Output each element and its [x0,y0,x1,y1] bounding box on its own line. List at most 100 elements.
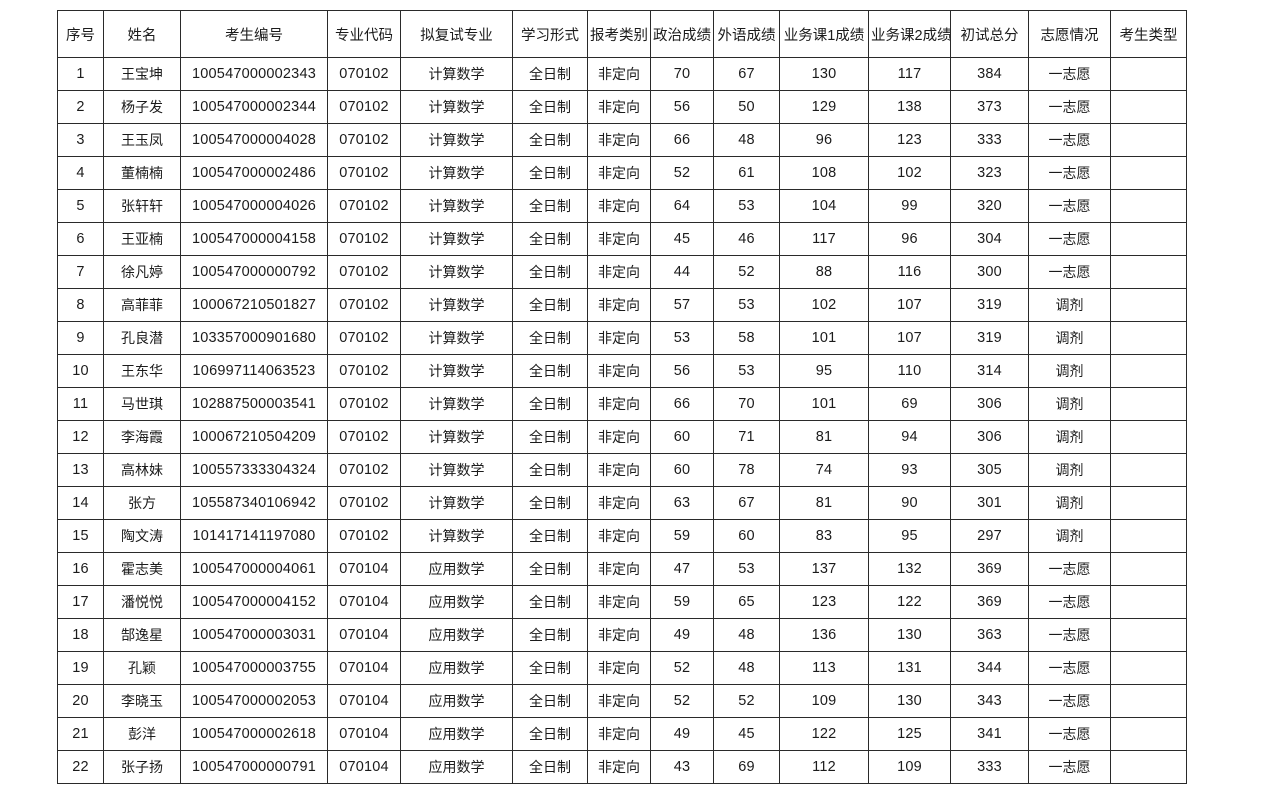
table-cell: 非定向 [587,717,651,751]
table-cell: 计算数学 [400,420,513,454]
table-cell: 全日制 [512,519,588,553]
table-cell: 070102 [327,123,401,157]
table-cell: 48 [713,651,780,685]
table-cell: 113 [779,651,869,685]
table-cell: 非定向 [587,255,651,289]
table-cell: 60 [650,420,714,454]
table-cell: 58 [713,321,780,355]
table-cell: 070104 [327,717,401,751]
table-cell: 应用数学 [400,684,513,718]
table-cell: 102887500003541 [180,387,328,421]
table-row: 7 徐凡婷 100547000000792 070102 计算数学 全日制 非定向 44 52 8… [57,255,1187,289]
table-cell: 70 [650,57,714,91]
table-cell: 一志愿 [1028,651,1111,685]
table-cell: 全日制 [512,618,588,652]
table-cell [1110,189,1187,223]
table-cell: 一志愿 [1028,90,1111,124]
table-cell: 117 [779,222,869,256]
table-cell: 59 [650,585,714,619]
table-cell [1110,123,1187,157]
table-row: 20 李晓玉 100547000002053 070104 应用数学 全日制 非定向 52 52… [57,684,1187,718]
table-cell: 20 [57,684,104,718]
table-cell: 5 [57,189,104,223]
table-cell: 96 [868,222,951,256]
table-row: 19 孔颖 100547000003755 070104 应用数学 全日制 非定向 52 48 1… [57,651,1187,685]
table-cell: 李晓玉 [103,684,181,718]
table-cell: 61 [713,156,780,190]
table-cell: 100547000003031 [180,618,328,652]
table-cell: 67 [713,486,780,520]
table-cell: 130 [779,57,869,91]
table-cell: 1 [57,57,104,91]
table-cell: 孔良潜 [103,321,181,355]
table-cell: 非定向 [587,651,651,685]
table-cell: 21 [57,717,104,751]
table-cell: 全日制 [512,651,588,685]
col-header-candidate-type: 考生类型 [1110,10,1187,58]
table-cell [1110,387,1187,421]
table-cell: 105587340106942 [180,486,328,520]
table-cell: 非定向 [587,387,651,421]
table-cell: 全日制 [512,156,588,190]
table-cell: 56 [650,90,714,124]
table-cell: 计算数学 [400,123,513,157]
table-cell: 孔颖 [103,651,181,685]
table-cell: 070104 [327,651,401,685]
table-cell: 一志愿 [1028,717,1111,751]
table-cell: 一志愿 [1028,585,1111,619]
col-header-foreign-language-score: 外语成绩 [713,10,780,58]
table-cell: 全日制 [512,222,588,256]
table-cell: 全日制 [512,255,588,289]
col-header-retest-major: 拟复试专业 [400,10,513,58]
table-cell: 070104 [327,684,401,718]
table-cell: 一志愿 [1028,189,1111,223]
table-row: 1 王宝坤 100547000002343 070102 计算数学 全日制 非定向 70 67 1… [57,57,1187,91]
table-cell: 109 [779,684,869,718]
table-cell: 131 [868,651,951,685]
table-cell: 343 [950,684,1029,718]
table-cell: 22 [57,750,104,784]
table-cell: 一志愿 [1028,618,1111,652]
table-cell: 全日制 [512,717,588,751]
table-cell: 138 [868,90,951,124]
table-cell: 徐凡婷 [103,255,181,289]
table-cell: 调剂 [1028,519,1111,553]
table-cell: 53 [650,321,714,355]
table-cell: 14 [57,486,104,520]
table-cell: 17 [57,585,104,619]
table-cell: 100547000000792 [180,255,328,289]
table-cell: 74 [779,453,869,487]
table-cell [1110,750,1187,784]
table-cell: 全日制 [512,387,588,421]
table-cell: 63 [650,486,714,520]
table-cell: 计算数学 [400,57,513,91]
table-cell: 张子扬 [103,750,181,784]
table-row: 2 杨子发 100547000002344 070102 计算数学 全日制 非定向 56 50 1… [57,90,1187,124]
table-cell: 110 [868,354,951,388]
table-cell: 333 [950,123,1029,157]
table-cell: 一志愿 [1028,552,1111,586]
table-cell: 100547000004061 [180,552,328,586]
table-cell: 郜逸星 [103,618,181,652]
table-cell: 070102 [327,387,401,421]
table-cell: 136 [779,618,869,652]
table-cell: 计算数学 [400,387,513,421]
table-row: 16 霍志美 100547000004061 070104 应用数学 全日制 非定向 47 53… [57,552,1187,586]
table-cell: 117 [868,57,951,91]
table-cell: 70 [713,387,780,421]
table-cell: 070104 [327,750,401,784]
table-cell: 6 [57,222,104,256]
table-cell: 100547000003755 [180,651,328,685]
table-cell: 陶文涛 [103,519,181,553]
col-header-politics-score: 政治成绩 [650,10,714,58]
table-cell: 101417141197080 [180,519,328,553]
table-cell: 319 [950,288,1029,322]
table-cell [1110,321,1187,355]
table-cell: 305 [950,453,1029,487]
table-cell: 调剂 [1028,453,1111,487]
table-cell: 非定向 [587,552,651,586]
table-cell: 全日制 [512,288,588,322]
table-cell: 非定向 [587,222,651,256]
header-row: 序号 姓名 考生编号 专业代码 拟复试专业 学习形式 报考类别 政治成绩 外语成… [57,10,1187,58]
table-cell [1110,684,1187,718]
